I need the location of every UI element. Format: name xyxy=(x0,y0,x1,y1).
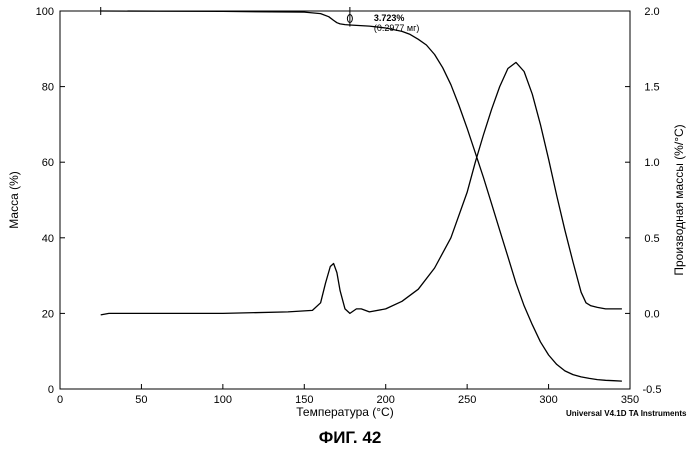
mass-series-line xyxy=(101,11,622,381)
x-tick-label: 100 xyxy=(214,394,232,406)
y2-tick-label: 1.0 xyxy=(644,157,659,169)
y-tick-label: 40 xyxy=(42,233,54,245)
series-group xyxy=(101,11,622,381)
annotation-label: 3.723% xyxy=(374,13,405,23)
y-axis-label: Масса (%) xyxy=(7,171,21,228)
y2-tick-label: -0.5 xyxy=(643,384,662,396)
x-tick-label: 300 xyxy=(539,394,557,406)
y-tick-label: 0 xyxy=(48,384,54,396)
annotation-label: (0.2977 мг) xyxy=(374,23,420,33)
y-axis-ticks: 0 20 40 60 80 100 xyxy=(36,6,65,396)
y-tick-label: 60 xyxy=(42,157,54,169)
y2-tick-label: 1.5 xyxy=(644,82,659,94)
x-tick-label: 0 xyxy=(57,394,63,406)
x-tick-label: 50 xyxy=(135,394,147,406)
instrument-credit: Universal V4.1D TA Instruments xyxy=(566,409,686,418)
y-tick-label: 100 xyxy=(36,6,54,18)
y2-axis-label: Производная массы (%/°C) xyxy=(672,124,686,275)
y-tick-label: 80 xyxy=(42,82,54,94)
x-axis-label: Температура (°C) xyxy=(296,405,393,419)
derivative-series-line xyxy=(101,62,622,315)
x-axis-ticks: 050100150200250300350 xyxy=(57,384,639,406)
x-tick-label: 350 xyxy=(621,394,639,406)
y2-tick-label: 0.0 xyxy=(644,308,659,320)
plot-frame xyxy=(60,11,630,389)
tga-chart: 050100150200250300350 020406080100 -0.50… xyxy=(0,0,700,420)
y2-tick-label: 2.0 xyxy=(644,6,659,18)
x-tick-label: 250 xyxy=(458,394,476,406)
figure-label: ФИГ. 42 xyxy=(0,428,700,448)
y-tick-label: 20 xyxy=(42,308,54,320)
y2-tick-label: 0.5 xyxy=(644,233,659,245)
